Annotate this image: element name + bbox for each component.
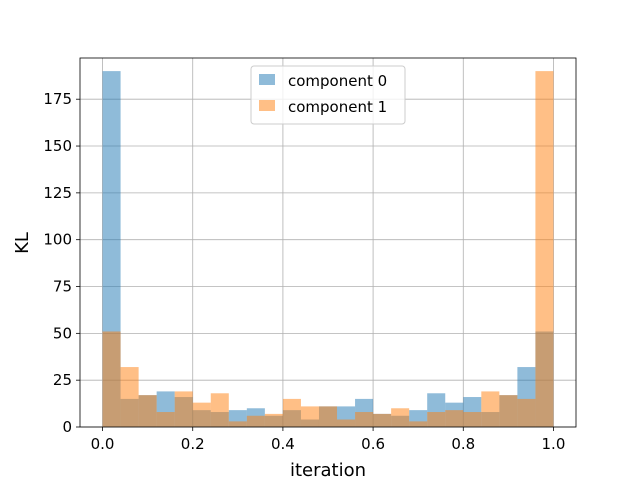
x-tick-label: 0.0 bbox=[91, 435, 115, 453]
bar-component-1-bin-20 bbox=[463, 412, 482, 427]
bar-component-1-bin-14 bbox=[355, 412, 374, 427]
y-tick-label: 175 bbox=[43, 90, 72, 108]
bar-component-1-bin-23 bbox=[517, 398, 536, 427]
bars bbox=[102, 71, 554, 428]
y-tick-label: 75 bbox=[53, 278, 72, 296]
legend-label-component-1: component 1 bbox=[288, 98, 387, 116]
bar-component-1-bin-2 bbox=[138, 395, 157, 427]
bar-component-1-bin-17 bbox=[409, 421, 428, 427]
bar-component-1-bin-21 bbox=[481, 391, 500, 427]
legend-swatch-component-1 bbox=[259, 100, 275, 111]
bar-component-1-bin-16 bbox=[391, 408, 410, 427]
y-tick-label: 150 bbox=[43, 137, 72, 155]
bar-component-1-bin-6 bbox=[210, 393, 229, 427]
legend-swatch-component-0 bbox=[259, 74, 275, 85]
bar-component-1-bin-18 bbox=[427, 412, 446, 427]
x-tick-label: 0.2 bbox=[181, 435, 205, 453]
x-tick-label: 0.6 bbox=[361, 435, 385, 453]
x-tick-label: 1.0 bbox=[542, 435, 566, 453]
x-tick-label: 0.4 bbox=[271, 435, 295, 453]
bar-component-1-bin-12 bbox=[318, 406, 338, 427]
bar-component-1-bin-10 bbox=[282, 398, 301, 427]
bar-component-1-bin-24 bbox=[535, 71, 554, 428]
bar-component-1-bin-3 bbox=[156, 412, 175, 427]
x-tick-label: 0.8 bbox=[451, 435, 475, 453]
bar-component-1-bin-5 bbox=[192, 402, 211, 427]
legend-frame bbox=[250, 65, 406, 125]
plot-frame bbox=[79, 57, 577, 428]
y-tick-label: 0 bbox=[62, 418, 72, 436]
bar-component-1-bin-13 bbox=[337, 419, 356, 427]
y-tick-label: 100 bbox=[43, 231, 72, 249]
bar-component-1-bin-7 bbox=[228, 421, 247, 427]
bar-component-1-bin-8 bbox=[246, 415, 265, 427]
bar-component-1-bin-22 bbox=[499, 395, 518, 427]
bar-component-1-bin-4 bbox=[174, 391, 193, 427]
y-tick-label: 50 bbox=[53, 324, 72, 342]
legend: component 0 component 1 bbox=[250, 65, 406, 125]
axes bbox=[79, 57, 577, 428]
ticks: 0.0 0.2 0.4 0.6 0.8 1.0 0 25 50 75 100 125 150 175 bbox=[43, 90, 565, 453]
bar-component-1-bin-0 bbox=[102, 331, 121, 427]
bar-component-1-bin-9 bbox=[264, 413, 283, 427]
legend-label-component-0: component 0 bbox=[288, 72, 387, 90]
y-tick-label: 125 bbox=[43, 184, 72, 202]
bar-component-1-bin-19 bbox=[445, 410, 464, 427]
x-axis-title: iteration bbox=[290, 460, 366, 480]
bar-component-1-bin-11 bbox=[300, 406, 319, 427]
bar-component-1-bin-1 bbox=[120, 367, 139, 427]
y-axis-title: KL bbox=[12, 232, 33, 254]
y-tick-label: 25 bbox=[53, 371, 72, 389]
bar-component-1-bin-15 bbox=[373, 413, 392, 427]
